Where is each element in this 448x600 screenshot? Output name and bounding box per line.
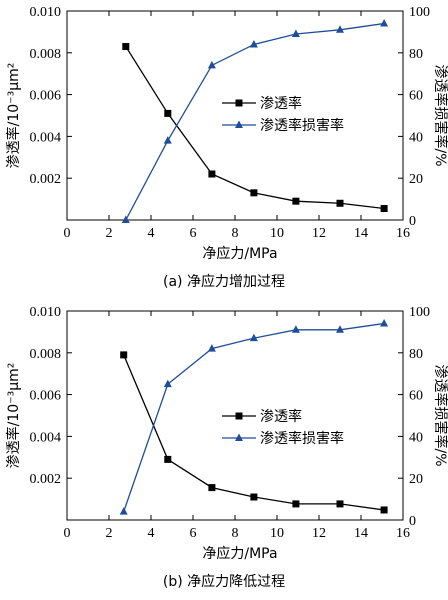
permeability-point: [250, 493, 258, 501]
y-right-tick-label: 60: [409, 389, 423, 404]
legend-label-damage-rate: 渗透率损害率: [260, 430, 344, 447]
x-axis-title: 净应力/MPa: [202, 545, 277, 562]
permeability-point: [380, 205, 388, 213]
y-right-tick-label: 60: [409, 89, 423, 104]
panel-caption: (a) 净应力增加过程: [163, 273, 285, 290]
permeability-point: [380, 506, 388, 514]
x-tick-label: 6: [190, 526, 197, 541]
damage-rate-point: [291, 325, 300, 333]
x-tick-label: 0: [64, 226, 71, 241]
legend-marker-damage-rate: [235, 120, 243, 128]
permeability-point: [292, 500, 300, 508]
x-tick-label: 6: [190, 226, 197, 241]
y-right-axis-title: 渗透率损害率/%: [432, 364, 448, 466]
y-left-tick-label: 0.006: [30, 89, 62, 104]
x-tick-label: 12: [312, 526, 326, 541]
legend-label-permeability: 渗透率: [260, 95, 302, 112]
damage-rate-point: [207, 60, 216, 69]
permeability-point: [122, 43, 130, 51]
x-tick-label: 14: [354, 526, 368, 541]
legend-marker-permeability: [235, 99, 243, 107]
y-right-tick-label: 20: [409, 172, 423, 187]
y-right-tick-label: 100: [409, 5, 430, 20]
y-left-tick-label: 0.010: [30, 5, 62, 20]
permeability-point: [336, 500, 344, 508]
permeability-point: [208, 170, 216, 178]
x-tick-label: 12: [312, 226, 326, 241]
legend-marker-permeability: [235, 412, 243, 420]
series-line-damage-rate: [123, 322, 385, 512]
x-tick-label: 2: [106, 526, 113, 541]
y-left-tick-label: 0.002: [30, 172, 62, 187]
permeability-point: [208, 484, 216, 492]
x-tick-label: 14: [354, 226, 368, 241]
y-left-tick-label: 0.004: [30, 130, 62, 145]
x-tick-label: 16: [396, 526, 410, 541]
x-tick-label: 8: [232, 526, 239, 541]
y-right-tick-label: 20: [409, 472, 423, 487]
y-right-tick-label: 40: [409, 430, 423, 445]
legend-label-damage-rate: 渗透率损害率: [260, 117, 344, 134]
y-left-axis-title: 渗透率/10⁻³μm²: [5, 63, 22, 169]
x-tick-label: 8: [232, 226, 239, 241]
permeability-point: [292, 197, 300, 205]
legend-label-permeability: 渗透率: [260, 408, 302, 425]
panel-caption: (b) 净应力降低过程: [163, 573, 285, 590]
permeability-point: [164, 109, 172, 117]
permeability-point: [120, 351, 128, 359]
legend-marker-damage-rate: [235, 433, 243, 441]
damage-rate-point: [163, 136, 172, 144]
y-right-tick-label: 80: [409, 47, 423, 62]
y-right-tick-label: 100: [409, 305, 430, 320]
chart-a-svg: 0 2 4 6 8 10 12 14 16 0.002 0.004 0.006 0.008 0.010 0 2…: [5, 5, 448, 290]
y-left-tick-label: 0.008: [30, 47, 62, 62]
damage-rate-point: [336, 325, 344, 333]
damage-rate-point: [207, 344, 216, 352]
permeability-point: [164, 455, 172, 463]
x-axis-title: 净应力/MPa: [202, 245, 277, 262]
damage-rate-point: [163, 379, 172, 388]
x-tick-label: 4: [148, 226, 155, 241]
y-right-tick-label: 80: [409, 347, 423, 362]
y-right-axis-title: 渗透率损害率/%: [432, 64, 448, 166]
y-left-tick-label: 0.002: [30, 472, 62, 487]
chart-panel-a: 0 2 4 6 8 10 12 14 16 0.002 0.004 0.006 0.008 0.010 0 2…: [5, 5, 448, 290]
y-left-tick-label: 0.004: [30, 430, 62, 445]
damage-rate-point: [249, 333, 258, 342]
plot-frame: [66, 10, 404, 221]
damage-rate-point: [291, 29, 300, 37]
y-right-tick-label: 0: [409, 214, 416, 229]
y-left-tick-label: 0.008: [30, 347, 62, 362]
chart-panel-b: 0 2 4 6 8 10 12 14 16 0.002 0.004 0.006 0.008 0.010 0 2…: [0, 300, 448, 600]
x-tick-label: 10: [270, 226, 284, 241]
damage-rate-point: [249, 39, 258, 48]
damage-rate-point: [336, 25, 344, 33]
y-left-tick-label: 0.006: [30, 389, 62, 404]
y-left-tick-label: 0.010: [30, 305, 62, 320]
y-right-tick-label: 40: [409, 130, 423, 145]
permeability-point: [250, 189, 258, 197]
x-tick-label: 0: [64, 526, 71, 541]
x-tick-label: 10: [270, 526, 284, 541]
x-tick-label: 2: [106, 226, 113, 241]
damage-rate-point: [380, 319, 389, 327]
y-left-axis-title: 渗透率/10⁻³μm²: [5, 363, 22, 469]
damage-rate-point: [380, 19, 389, 27]
damage-rate-point: [119, 507, 128, 515]
x-tick-label: 16: [396, 226, 410, 241]
series-line-permeability: [125, 46, 385, 210]
x-tick-label: 4: [148, 526, 155, 541]
y-right-tick-label: 0: [409, 514, 416, 529]
series-line-permeability: [123, 354, 385, 511]
permeability-point: [336, 199, 344, 207]
chart-b-svg: 0 2 4 6 8 10 12 14 16 0.002 0.004 0.006 0.008 0.010 0 2…: [5, 305, 448, 590]
damage-rate-point: [121, 215, 130, 223]
